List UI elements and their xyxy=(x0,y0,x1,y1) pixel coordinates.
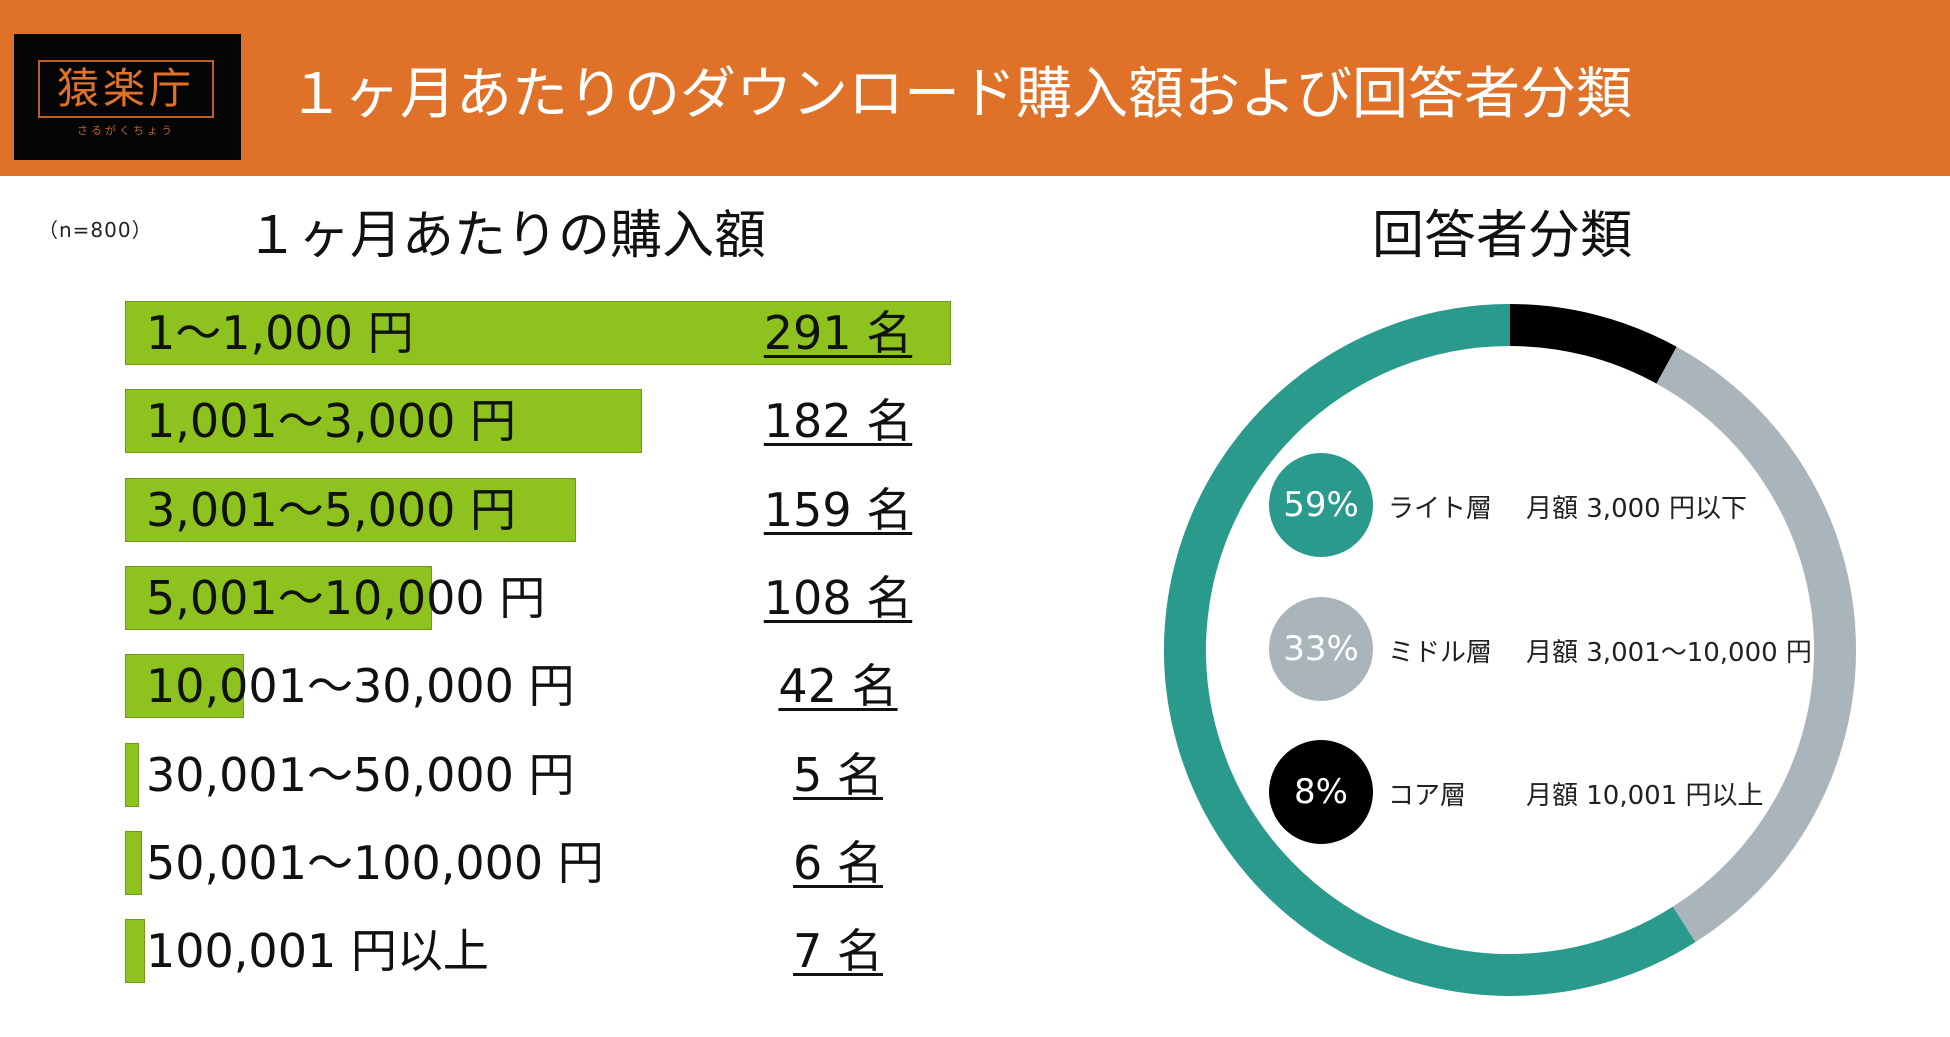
bar-value-label: 7 名 xyxy=(793,924,883,979)
donut-slice-1 xyxy=(1509,304,1677,384)
legend-tier-range: 月額 10,001 円以上 xyxy=(1526,781,1764,811)
legend-entry: ミドル層 月額 3,001〜10,000 円 xyxy=(1388,632,1812,669)
bar-category-label: 1〜1,000 円 xyxy=(146,306,414,360)
legend-entry: ライト層 月額 3,000 円以下 xyxy=(1388,488,1747,525)
legend-tier-range: 月額 3,001〜10,000 円 xyxy=(1526,638,1812,668)
bar-value-label: 108 名 xyxy=(763,570,913,625)
sample-size-note: （n=800） xyxy=(38,218,153,242)
bar-value-label: 6 名 xyxy=(793,835,883,890)
bar-value-label: 182 名 xyxy=(763,394,913,449)
bar-6 xyxy=(125,742,139,807)
bar-value-label: 5 名 xyxy=(793,747,883,802)
donut-chart-title: 回答者分類 xyxy=(1372,206,1633,266)
logo: 猿楽庁 さるがくちょう xyxy=(14,34,241,160)
bar-2 xyxy=(125,389,642,454)
bar-4 xyxy=(125,565,432,630)
header-banner: 猿楽庁 さるがくちょう １ヶ月あたりのダウンロード購入額および回答者分類 xyxy=(0,0,1950,176)
bar-3 xyxy=(125,477,576,542)
donut-slice-3 xyxy=(1164,304,1696,996)
logo-frame xyxy=(38,60,214,118)
bar-7 xyxy=(125,830,142,895)
legend-tier-name: ライト層 xyxy=(1388,494,1493,524)
legend-percent-badge: 33% xyxy=(1269,597,1373,701)
bar-8 xyxy=(125,919,145,984)
logo-text: 猿楽庁 xyxy=(56,64,195,113)
legend-entry: コア層 月額 10,001 円以上 xyxy=(1388,775,1764,812)
legend-tier-name: コア層 xyxy=(1388,781,1467,811)
bar-category-label: 3,001〜5,000 円 xyxy=(146,482,516,537)
bar-5 xyxy=(125,654,244,719)
legend-percent-badge: 59% xyxy=(1269,453,1373,557)
bar-category-label: 30,001〜50,000 円 xyxy=(146,747,575,802)
bar-1 xyxy=(125,301,951,365)
bar-category-label: 50,001〜100,000 円 xyxy=(146,835,604,890)
bar-chart-title: １ヶ月あたりの購入額 xyxy=(246,206,767,266)
bar-value-label: 159 名 xyxy=(763,482,913,537)
donut-chart xyxy=(1164,304,1856,996)
legend-percent-badge: 8% xyxy=(1269,740,1373,844)
bar-category-label: 100,001 円以上 xyxy=(146,924,489,979)
bar-value-label: 42 名 xyxy=(778,659,898,714)
bar-chart: 1〜1,000 円 291 名 1,001〜3,000 円 182 名 3,001〜5,… xyxy=(125,301,951,984)
legend-tier-name: ミドル層 xyxy=(1388,638,1493,668)
bar-category-label: 1,001〜3,000 円 xyxy=(146,394,516,449)
logo-subtext: さるがくちょう xyxy=(77,124,175,137)
donut-slice-2 xyxy=(1656,346,1856,943)
page-title: １ヶ月あたりのダウンロード購入額および回答者分類 xyxy=(288,62,1632,127)
legend-tier-range: 月額 3,000 円以下 xyxy=(1526,494,1747,524)
bar-category-label: 10,001〜30,000 円 xyxy=(146,659,575,714)
bar-category-label: 5,001〜10,000 円 xyxy=(146,570,546,625)
bar-value-label: 291 名 xyxy=(763,306,913,360)
